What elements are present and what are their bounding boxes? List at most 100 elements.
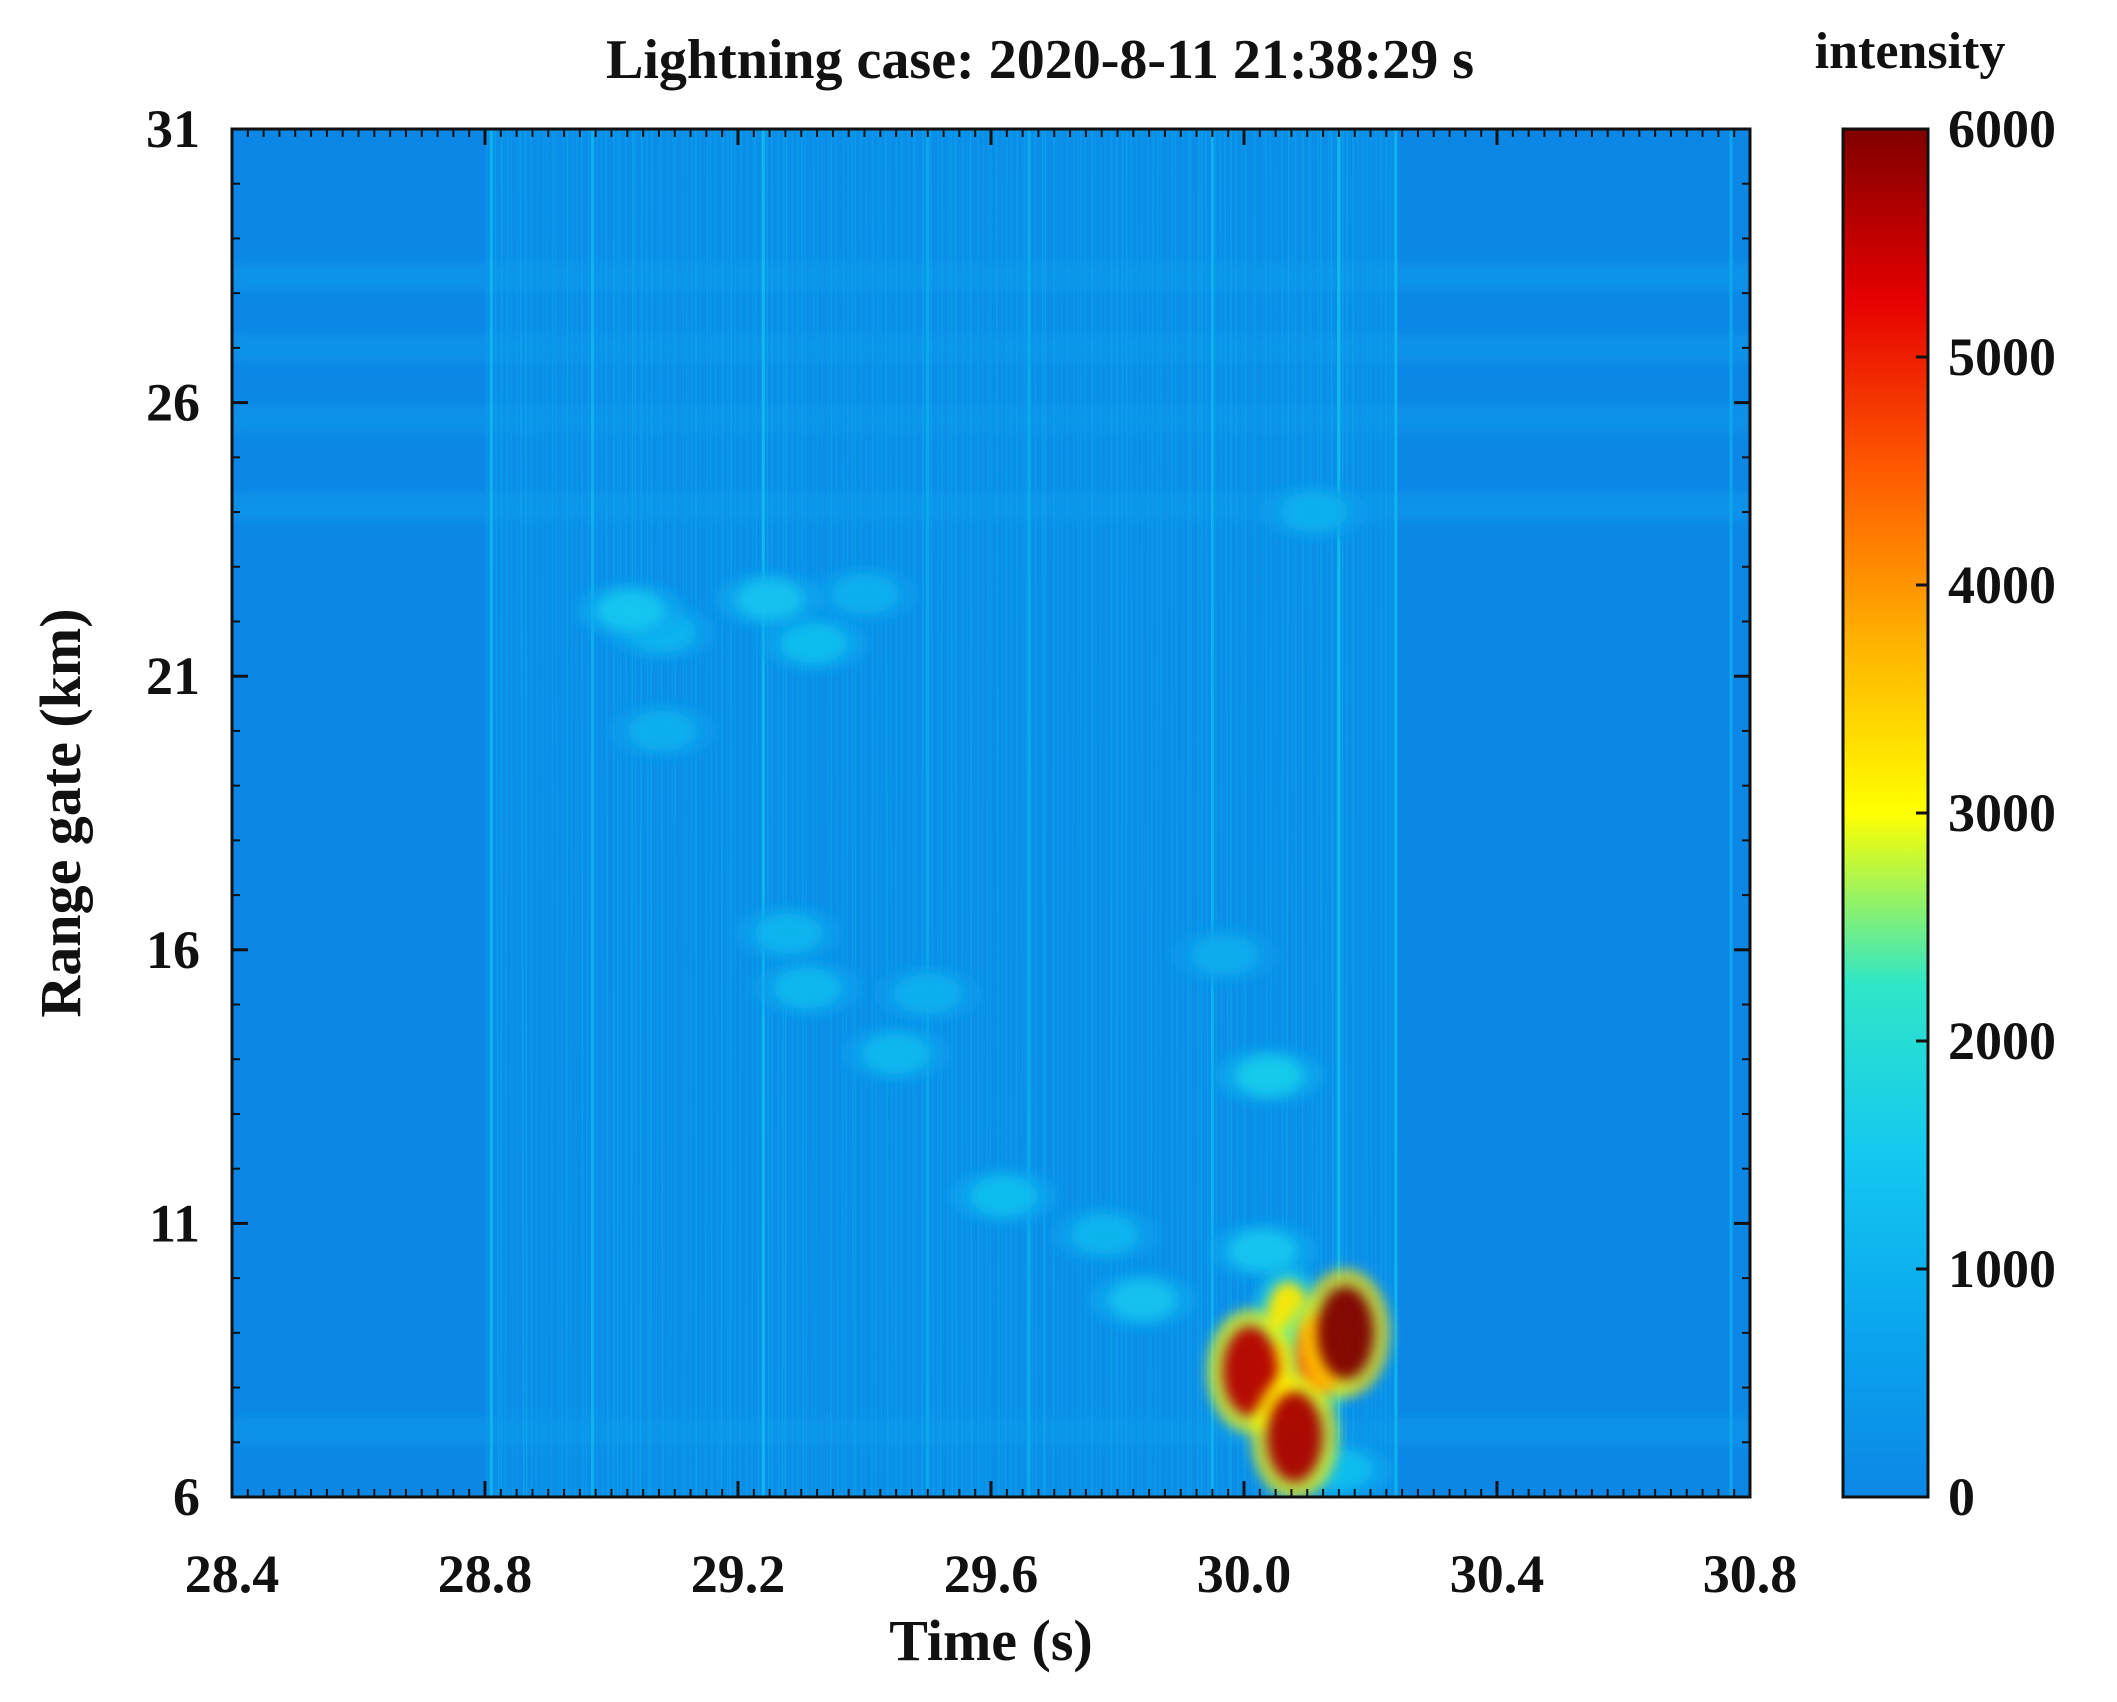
echo-feature [779, 623, 848, 664]
echo-feature [969, 1176, 1038, 1217]
noise-streak [639, 129, 643, 1497]
noise-streak [1060, 129, 1064, 1497]
noise-streak [946, 129, 950, 1497]
noise-streak [625, 129, 628, 1497]
noise-streak [739, 129, 742, 1497]
range-band [232, 1417, 1750, 1446]
noise-streak [912, 129, 915, 1497]
noise-streak [1034, 129, 1037, 1497]
noise-streak [820, 129, 823, 1497]
noise-streak [646, 129, 650, 1497]
noise-streak [1021, 129, 1024, 1497]
noise-streak [580, 129, 584, 1497]
noise-streak [561, 129, 565, 1497]
noise-streak [835, 129, 839, 1497]
noise-streak [1120, 129, 1124, 1497]
noise-streak [605, 129, 609, 1497]
noise-streak [889, 129, 893, 1497]
noise-streak [754, 129, 760, 1497]
plot-area [230, 127, 1752, 1499]
x-axis-ticks: 28.4 28.8 29.2 29.6 30.0 30.4 30.8 [185, 129, 1798, 1604]
colorbar-label: intensity [1815, 23, 2006, 80]
echo-feature [1191, 935, 1260, 976]
noise-streak [1197, 129, 1200, 1497]
echo-feature [862, 1033, 931, 1074]
echo-feature [1317, 1286, 1374, 1379]
noise-streak [1041, 129, 1045, 1497]
noise-streak [811, 129, 815, 1497]
noise-streak [884, 129, 889, 1497]
noise-streak [569, 129, 574, 1497]
noise-streak [634, 129, 638, 1497]
noise-streak [1384, 129, 1388, 1497]
echo-feature [1070, 1214, 1139, 1255]
noise-streak [494, 129, 500, 1497]
noise-streak [829, 129, 833, 1497]
noise-streak [1084, 129, 1087, 1497]
colorbar-tick-label: 2000 [1948, 1011, 2056, 1071]
x-tick-label: 28.4 [185, 1544, 280, 1604]
noise-streak [1052, 129, 1055, 1497]
noise-streak [649, 129, 653, 1497]
echo-feature [830, 574, 899, 615]
noise-streak [1130, 129, 1134, 1497]
noise-streak [989, 129, 992, 1497]
noise-streak [995, 129, 1000, 1497]
noise-streak [880, 129, 883, 1497]
noise-streak [1104, 129, 1108, 1497]
x-tick-label: 30.8 [1703, 1544, 1798, 1604]
heatmap-layer [232, 129, 1750, 1497]
noise-streak [969, 129, 973, 1497]
noise-streak [939, 129, 944, 1497]
noise-streak [1362, 129, 1365, 1497]
noise-streak [1309, 129, 1314, 1497]
noise-streak [1071, 129, 1075, 1497]
noise-streak [669, 129, 675, 1497]
y-tick-label: 26 [146, 373, 200, 433]
noise-streak [510, 129, 514, 1497]
noise-streak [1214, 129, 1218, 1497]
noise-streak [630, 129, 634, 1497]
noise-streak [504, 129, 509, 1497]
noise-streak [961, 129, 964, 1497]
noise-streak [550, 129, 554, 1497]
noise-streak [1204, 129, 1209, 1497]
echo-feature [628, 710, 697, 751]
noise-streak [1056, 129, 1060, 1497]
noise-streak [844, 129, 850, 1497]
noise-streak [1251, 129, 1255, 1497]
noise-streak [1159, 129, 1162, 1497]
y-axis-ticks: 6 11 16 21 26 31 [146, 99, 1750, 1527]
echo-feature [1267, 1392, 1322, 1482]
colorbar-tick-label: 5000 [1948, 327, 2056, 387]
noise-streak [1165, 129, 1169, 1497]
noise-streak [714, 129, 719, 1497]
noise-streak [1149, 129, 1154, 1497]
noise-streak [1154, 129, 1159, 1497]
noise-streak [1136, 129, 1140, 1497]
noise-streak [1369, 129, 1373, 1497]
noise-streak [777, 129, 780, 1497]
echo-feature [1228, 1230, 1297, 1271]
echo-feature [596, 590, 665, 631]
noise-streak [704, 129, 709, 1497]
echo-feature [893, 973, 962, 1014]
noise-streak [600, 129, 604, 1497]
noise-streak [954, 129, 958, 1497]
noise-streak [565, 129, 569, 1497]
noise-streak [1094, 129, 1098, 1497]
chart-title: Lightning case: 2020-8-11 21:38:29 s [606, 29, 1474, 91]
y-tick-label: 11 [149, 1193, 200, 1253]
noise-streak [784, 129, 788, 1497]
colorbar-tick-label: 6000 [1948, 99, 2056, 159]
colorbar-tick-label: 1000 [1948, 1239, 2056, 1299]
noise-streak [585, 129, 590, 1497]
noise-streak [977, 129, 980, 1497]
noise-streak [666, 129, 670, 1497]
noise-streak [541, 129, 545, 1497]
noise-streak [874, 129, 880, 1497]
x-tick-label: 29.2 [691, 1544, 786, 1604]
x-tick-label: 30.0 [1197, 1544, 1292, 1604]
colorbar: 0 1000 2000 3000 4000 5000 6000 intensity [1815, 23, 2056, 1527]
echo-feature [735, 579, 804, 620]
